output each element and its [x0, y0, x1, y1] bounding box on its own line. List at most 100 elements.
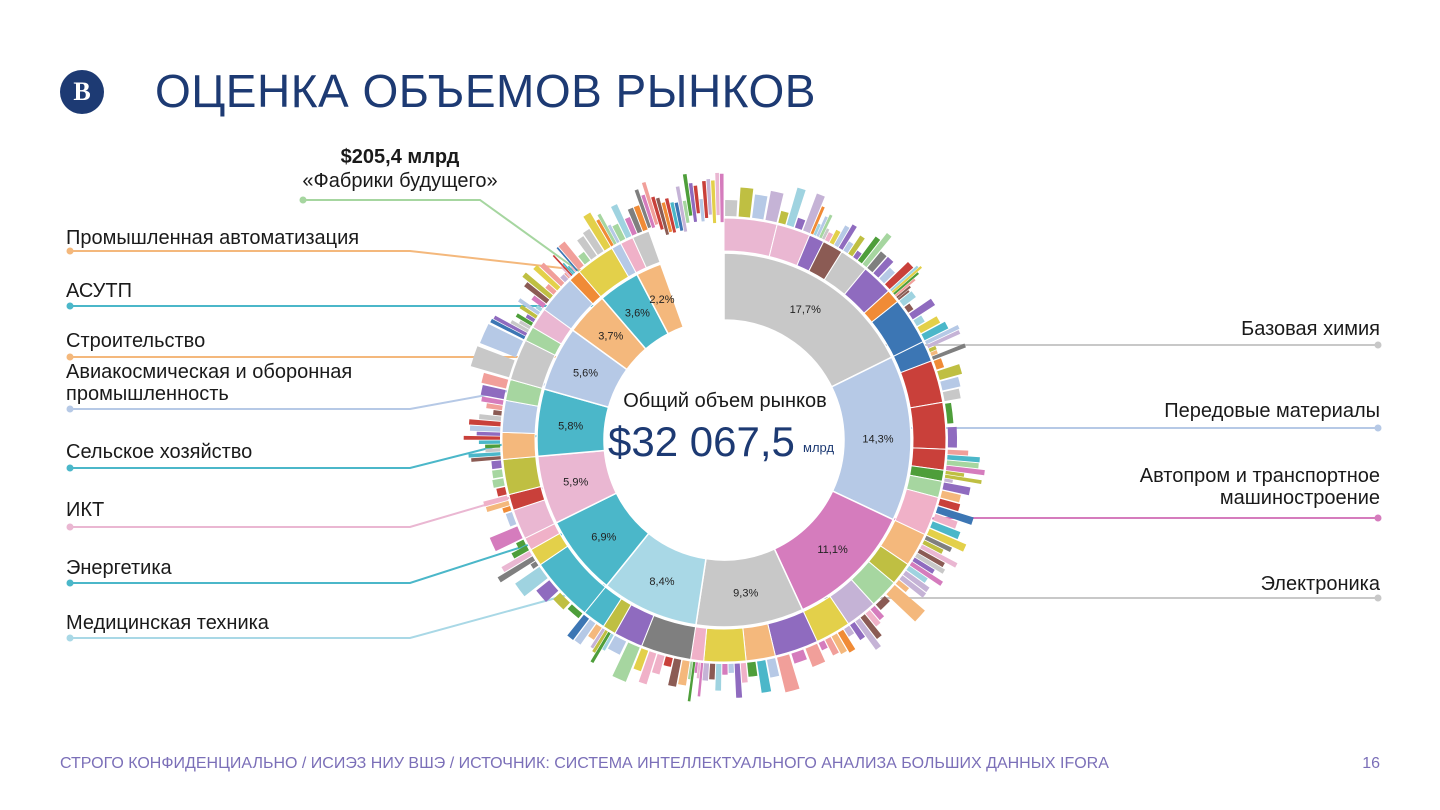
outer-segment — [947, 426, 958, 448]
outer-segment — [515, 566, 548, 597]
leader-dot — [299, 196, 307, 204]
outer-segment — [928, 345, 937, 353]
outer-segment — [687, 661, 696, 702]
outer-segment — [728, 663, 734, 673]
label-medical-tech: Медицинская техника — [66, 612, 269, 634]
outer-segment — [791, 649, 807, 664]
outer-segment — [533, 265, 561, 291]
outer-segment — [567, 614, 590, 640]
outer-segment — [722, 663, 728, 675]
outer-segment — [641, 194, 656, 229]
outer-segment — [655, 197, 670, 236]
outer-segment — [909, 561, 943, 586]
outer-segment — [944, 474, 982, 484]
outer-segment — [560, 266, 572, 278]
label-agriculture: Сельское хозяйство — [66, 441, 253, 463]
outer-segment — [825, 637, 839, 656]
page-title: ОЦЕНКА ОБЪЕМОВ РЫНКОВ — [155, 65, 816, 117]
outer-segment — [471, 456, 501, 462]
outer-segment — [560, 274, 569, 283]
outer-segment — [674, 202, 684, 231]
outer-segment — [511, 545, 529, 559]
outer-segment — [819, 214, 833, 239]
leader-dot — [1374, 514, 1382, 522]
slice-percent-label: 11,1% — [817, 544, 848, 556]
outer-segment — [896, 285, 911, 299]
outer-segment — [663, 656, 673, 667]
outer-segment — [567, 604, 583, 619]
outer-segment — [778, 210, 789, 225]
middle-segment — [703, 627, 747, 663]
outer-segment — [633, 648, 649, 672]
center-total-unit: млрд — [803, 440, 835, 455]
outer-segment — [860, 614, 882, 639]
outer-segment — [945, 465, 985, 476]
outer-segment — [738, 187, 754, 218]
outer-segment — [920, 544, 958, 568]
outer-segment — [834, 225, 850, 248]
outer-segment — [891, 266, 923, 294]
leader-dot — [66, 247, 74, 255]
outer-segment — [634, 189, 652, 229]
outer-segment — [946, 460, 979, 469]
leader-dot — [66, 579, 74, 587]
outer-segment — [590, 631, 611, 664]
outer-segment — [485, 444, 501, 449]
label-industrial-automation: Промышленная автоматизация — [66, 227, 360, 249]
slice-percent-label: 3,7% — [598, 331, 623, 343]
outer-segment — [518, 320, 531, 330]
outer-segment — [530, 561, 539, 569]
outer-segment — [805, 643, 826, 667]
outer-segment — [843, 241, 854, 254]
outer-segment — [926, 528, 967, 552]
outer-segment — [518, 298, 541, 316]
outer-segment — [479, 414, 502, 421]
label-automotive: Автопром и транспортное машиностроение — [1139, 465, 1380, 509]
outer-segment — [670, 202, 680, 229]
outer-segment — [516, 539, 526, 549]
outer-segment — [912, 557, 935, 574]
outer-segment — [476, 431, 501, 436]
leader-dot — [66, 464, 74, 472]
outer-segment — [627, 207, 643, 234]
outer-segment — [493, 315, 528, 336]
outer-segment — [480, 384, 506, 400]
outer-segment — [921, 321, 949, 341]
outer-segment — [468, 452, 501, 458]
outer-segment — [893, 272, 920, 295]
outer-segment — [867, 251, 887, 273]
slice-percent-label: 5,8% — [558, 421, 583, 433]
outer-segment — [922, 540, 944, 554]
outer-segment — [855, 618, 881, 650]
outer-segment — [831, 633, 847, 655]
slice-percent-label: 6,9% — [591, 531, 616, 543]
outer-segment — [693, 185, 700, 214]
outer-segment — [857, 236, 881, 264]
outer-segment — [651, 196, 664, 230]
outer-segment — [480, 323, 524, 358]
outer-segment — [602, 633, 614, 651]
outer-segment — [699, 198, 705, 222]
outer-segment — [937, 364, 963, 380]
leader-dot — [66, 353, 74, 361]
outer-segment — [862, 233, 892, 268]
outer-segment — [481, 372, 509, 389]
outer-segment — [942, 388, 961, 402]
outer-segment — [611, 204, 632, 239]
slice-percent-label: 5,9% — [563, 477, 588, 489]
outer-segment — [501, 551, 533, 573]
outer-segment — [875, 595, 890, 610]
outer-segment — [675, 186, 688, 232]
outer-segment — [583, 212, 611, 251]
outer-segment — [710, 180, 717, 224]
outer-segment — [535, 305, 543, 312]
label-ict: ИКТ — [66, 499, 105, 521]
outer-segment — [664, 198, 677, 233]
outer-segment — [510, 320, 530, 333]
outer-segment — [848, 235, 865, 257]
outer-segment — [930, 521, 961, 540]
outer-segment — [612, 642, 640, 682]
outer-segment — [903, 570, 930, 593]
outer-segment — [497, 556, 536, 583]
slice-percent-label: 14,3% — [862, 434, 893, 446]
